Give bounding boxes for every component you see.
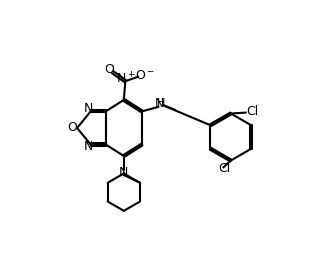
Text: O: O bbox=[105, 63, 115, 76]
Text: H: H bbox=[157, 98, 166, 108]
Text: O: O bbox=[68, 121, 78, 135]
Text: N$^+$: N$^+$ bbox=[116, 72, 135, 87]
Text: N: N bbox=[155, 97, 164, 110]
Text: Cl: Cl bbox=[218, 162, 230, 175]
Text: Cl: Cl bbox=[246, 105, 258, 118]
Text: N: N bbox=[84, 102, 93, 115]
Text: N: N bbox=[119, 166, 128, 179]
Text: N: N bbox=[84, 141, 93, 153]
Text: O$^-$: O$^-$ bbox=[135, 69, 155, 82]
